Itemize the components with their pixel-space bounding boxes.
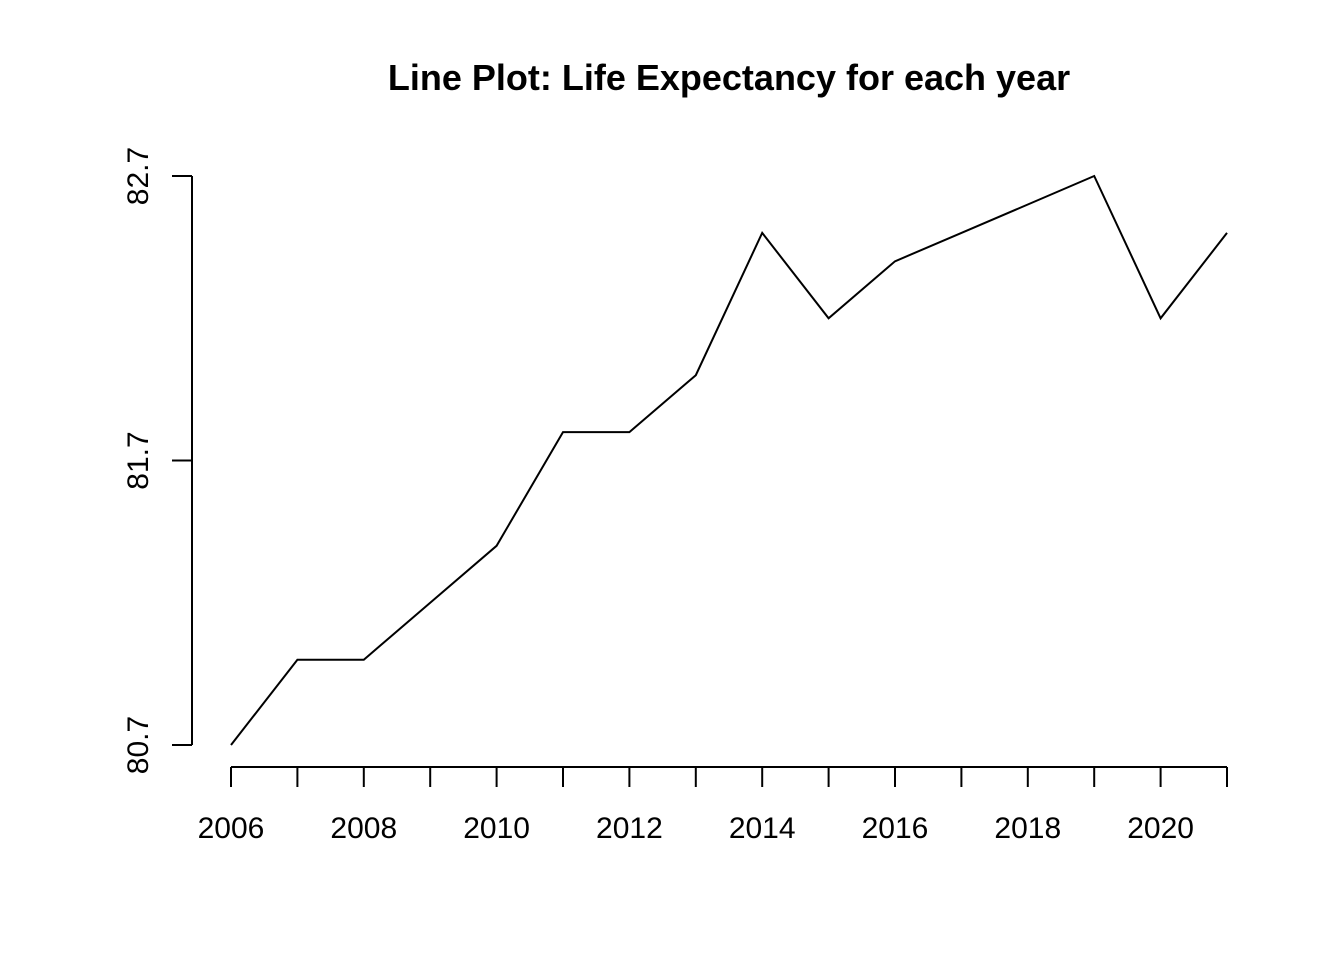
x-tick-label: 2020 xyxy=(1127,812,1194,845)
x-axis: 2006 2008 2010 2012 2014 2016 2018 2020 xyxy=(198,766,1228,845)
series-line xyxy=(230,174,1228,746)
x-tick-label: 2006 xyxy=(198,812,265,845)
x-tick-label: 2010 xyxy=(463,812,530,845)
x-tick-label: 2016 xyxy=(862,812,929,845)
y-tick-label: 81.7 xyxy=(122,431,155,489)
plot-area xyxy=(230,174,1228,746)
y-tick-label: 82.7 xyxy=(122,147,155,205)
chart-title: Line Plot: Life Expectancy for each year xyxy=(388,57,1070,98)
x-tick-label: 2014 xyxy=(729,812,796,845)
y-tick-label: 80.7 xyxy=(122,716,155,774)
x-tick-label: 2012 xyxy=(596,812,663,845)
y-axis: 80.7 81.7 82.7 xyxy=(122,147,193,774)
x-tick-label: 2018 xyxy=(994,812,1061,845)
x-tick-label: 2008 xyxy=(330,812,397,845)
